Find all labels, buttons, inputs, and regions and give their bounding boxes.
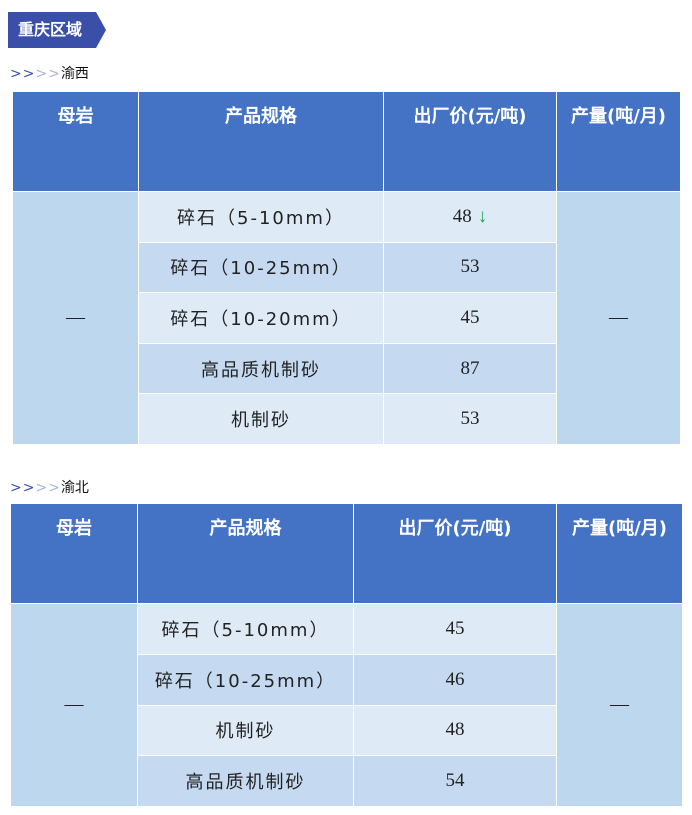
column-header: 母岩 — [12, 91, 139, 192]
table-row: 碎石（10-25mm） 46 — [11, 653, 683, 706]
price-cell: 48 ↓ — [383, 191, 557, 243]
column-header: 产品规格 — [138, 91, 384, 192]
price-value: 45 — [460, 306, 480, 328]
column-header: 产量(吨/月) — [556, 91, 681, 192]
price-cell: 46 — [353, 653, 557, 706]
arrows-icon: >>>> — [10, 480, 61, 496]
rock-cell: — — [10, 602, 138, 808]
arrows-icon: >>>> — [10, 66, 61, 82]
output-cell: — — [556, 191, 681, 445]
spec-cell: 碎石（5-10mm） — [138, 191, 384, 243]
spec-cell: 机制砂 — [138, 393, 384, 445]
price-table: 母岩 产品规格 出厂价(元/吨) 产量(吨/月) — 碎石（5-10mm） 45— 碎石（10… — [10, 503, 683, 808]
table-row: — 碎石（5-10mm） 45— — [10, 602, 683, 808]
table-row: — 碎石（5-10mm） 48 ↓ — — [12, 191, 681, 445]
price-value: 48 — [452, 205, 472, 227]
spec-cell: 碎石（10-25mm） — [137, 653, 354, 706]
table-row: 高品质机制砂 54 — [11, 755, 683, 808]
table-row: 碎石（10-25mm） 53 — [13, 241, 681, 294]
price-value: 53 — [460, 408, 480, 430]
price-value: 45 — [445, 617, 465, 639]
column-header: 出厂价(元/吨) — [383, 91, 557, 192]
price-cell: 48 — [353, 704, 557, 757]
spec-cell: 高品质机制砂 — [138, 342, 384, 395]
price-cell: 54 — [353, 755, 557, 808]
price-value: 53 — [460, 256, 480, 278]
section-name: 渝西 — [60, 66, 89, 82]
spec-cell: 碎石（10-20mm） — [138, 292, 384, 344]
section-name: 渝北 — [60, 480, 89, 496]
section-subtitle: >>>>渝北 — [10, 477, 89, 497]
table-row: 碎石（10-20mm） 45 — [13, 292, 681, 344]
spec-cell: 碎石（5-10mm） — [137, 603, 354, 655]
down-arrow-icon: ↓ — [477, 205, 488, 227]
price-value: 54 — [445, 770, 465, 792]
spec-cell: 机制砂 — [137, 704, 354, 757]
spec-cell: 高品质机制砂 — [137, 755, 354, 808]
price-table: 母岩 产品规格 出厂价(元/吨) 产量(吨/月) — 碎石（5-10mm） 48 ↓ — 碎石（1… — [12, 91, 681, 445]
spec-cell: 碎石（10-25mm） — [138, 241, 384, 294]
section-subtitle: >>>>渝西 — [10, 63, 89, 83]
price-cell: 45 — [383, 292, 557, 344]
price-cell: 53 — [383, 241, 557, 294]
column-header: 母岩 — [10, 503, 138, 604]
output-cell: — — [556, 602, 683, 808]
column-header: 产量(吨/月) — [556, 503, 683, 604]
table-row: 高品质机制砂 87 — [13, 342, 681, 395]
price-value: 48 — [445, 719, 465, 741]
region-tag: 重庆区域 — [8, 12, 106, 48]
rock-cell: — — [12, 191, 139, 445]
column-header: 产品规格 — [137, 503, 354, 604]
column-header: 出厂价(元/吨) — [353, 503, 557, 604]
price-cell: 45 — [353, 603, 557, 655]
price-value: 46 — [445, 668, 465, 690]
price-cell: 87 — [383, 342, 557, 395]
table-row: 机制砂 53 — [13, 393, 681, 445]
price-value: 87 — [460, 357, 480, 379]
price-cell: 53 — [383, 393, 557, 445]
table-row: 机制砂 48 — [11, 704, 683, 757]
